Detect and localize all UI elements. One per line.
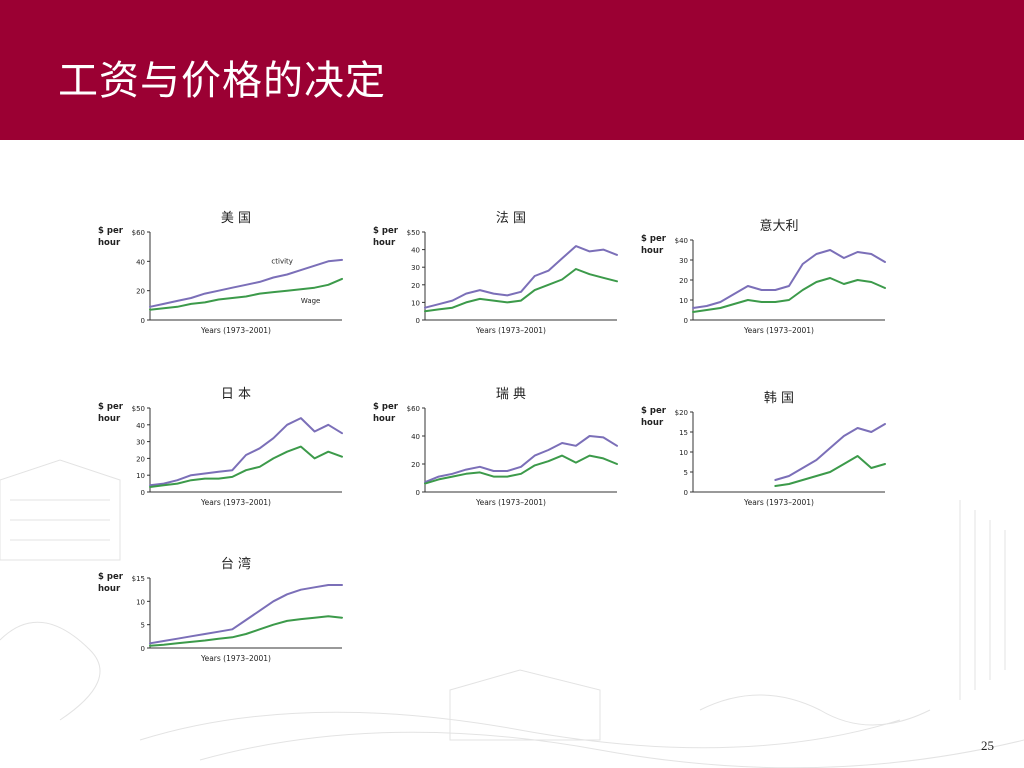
- y-tick-label: 10: [411, 299, 420, 307]
- chart-title: 日 本: [221, 387, 251, 402]
- y-axis-label: $ per: [373, 402, 399, 412]
- x-axis-label: Years (1973–2001): [200, 498, 271, 507]
- x-axis-label: Years (1973–2001): [200, 654, 271, 663]
- wage-series-line: [774, 455, 886, 487]
- y-tick-label: 40: [411, 433, 420, 441]
- productivity-series-line: [774, 423, 886, 481]
- wage-series-line: [424, 268, 618, 313]
- page-number: 25: [981, 738, 994, 753]
- y-tick-label: 20: [136, 455, 145, 463]
- chart-title: 美 国: [221, 211, 251, 226]
- wage-series-line: [149, 445, 343, 488]
- wage-series-line: [149, 277, 343, 311]
- slide-header: 工资与价格的决定: [0, 0, 1024, 140]
- chart-panel-5: 0 20 40 $60 $ per hour Years (1973–2001) 瑞 典: [373, 387, 618, 507]
- decorative-sketch-background: [0, 459, 1024, 768]
- x-axis-label: Years (1973–2001): [475, 326, 546, 335]
- productivity-series-line: [149, 417, 343, 487]
- chart-title: 瑞 典: [496, 387, 526, 402]
- chart-panel-7: 0 5 10 $15 $ per hour Years (1973–2001) 台 湾: [98, 556, 343, 663]
- y-tick-label: 40: [411, 247, 420, 255]
- y-tick-label: 0: [684, 317, 688, 325]
- chart-title: 意大利: [759, 218, 798, 234]
- wage-series-line: [149, 615, 343, 647]
- series-label: ctivity: [271, 257, 293, 265]
- productivity-series-line: [692, 249, 886, 309]
- productivity-series-line: [424, 435, 618, 484]
- chart-panel-6: 0 5 10 15 $20 $ per hour Years (1973–2001) 韩 国: [641, 391, 886, 507]
- y-tick-label: 20: [679, 277, 688, 285]
- y-tick-label: 10: [679, 297, 688, 305]
- y-axis-label: $ per: [641, 406, 667, 416]
- chart-panel-3: 0 10 20 30 $40 $ per hour Years (1973–2001) 意大利: [641, 218, 886, 335]
- y-tick-label: $15: [132, 575, 145, 583]
- y-axis-label: hour: [373, 414, 396, 424]
- y-tick-label: 40: [136, 422, 145, 430]
- y-tick-label: 30: [679, 257, 688, 265]
- y-tick-label: 0: [141, 489, 145, 497]
- y-tick-label: 15: [679, 429, 688, 437]
- y-tick-label: 40: [136, 258, 145, 266]
- y-tick-label: 10: [679, 449, 688, 457]
- y-tick-label: $20: [675, 409, 688, 417]
- y-tick-label: $60: [132, 229, 145, 237]
- y-axis-label: $ per: [641, 234, 667, 244]
- y-axis-label: $ per: [373, 226, 399, 236]
- y-tick-label: 30: [411, 264, 420, 272]
- x-axis-label: Years (1973–2001): [200, 326, 271, 335]
- y-tick-label: 0: [141, 645, 145, 653]
- series-label: Wage: [301, 297, 321, 305]
- chart-panel-1: 0 20 40 $60 $ per hour Years (1973–2001) 美 国 cti…: [98, 211, 343, 335]
- productivity-series-line: [149, 258, 343, 308]
- y-axis-label: $ per: [98, 402, 124, 412]
- y-tick-label: 5: [684, 469, 688, 477]
- y-axis-label: $ per: [98, 572, 124, 582]
- y-tick-label: 20: [136, 288, 145, 296]
- wage-series-line: [692, 277, 886, 313]
- y-axis-label: $ per: [98, 226, 124, 236]
- chart-title: 韩 国: [764, 391, 794, 406]
- chart-panel-2: 0 10 20 30 40 $50 $ per hour Years (1973–2001) 法 …: [373, 211, 618, 335]
- y-tick-label: 20: [411, 461, 420, 469]
- y-tick-label: $60: [407, 405, 420, 413]
- y-axis-label: hour: [641, 246, 664, 256]
- y-tick-label: 0: [416, 489, 420, 497]
- y-tick-label: $40: [675, 237, 688, 245]
- productivity-series-line: [424, 245, 618, 309]
- chart-panel-4: 0 10 20 30 40 $50 $ per hour Years (1973–2001) 日 …: [98, 387, 343, 507]
- chart-title: 台 湾: [221, 556, 251, 572]
- y-axis-label: hour: [98, 584, 121, 594]
- y-tick-label: $50: [407, 229, 420, 237]
- x-axis-label: Years (1973–2001): [743, 498, 814, 507]
- x-axis-label: Years (1973–2001): [475, 498, 546, 507]
- y-tick-label: 0: [141, 317, 145, 325]
- y-tick-label: $50: [132, 405, 145, 413]
- x-axis-label: Years (1973–2001): [743, 326, 814, 335]
- y-tick-label: 30: [136, 439, 145, 447]
- y-axis-label: hour: [98, 414, 121, 424]
- y-tick-label: 10: [136, 598, 145, 606]
- y-tick-label: 0: [684, 489, 688, 497]
- productivity-series-line: [149, 584, 343, 645]
- y-axis-label: hour: [98, 238, 121, 248]
- y-tick-label: 0: [416, 317, 420, 325]
- y-tick-label: 20: [411, 282, 420, 290]
- slide-title: 工资与价格的决定: [58, 58, 386, 104]
- y-tick-label: 5: [141, 622, 145, 630]
- y-axis-label: hour: [641, 418, 664, 428]
- chart-title: 法 国: [496, 211, 526, 226]
- y-axis-label: hour: [373, 238, 396, 248]
- wage-series-line: [424, 454, 618, 485]
- y-tick-label: 10: [136, 472, 145, 480]
